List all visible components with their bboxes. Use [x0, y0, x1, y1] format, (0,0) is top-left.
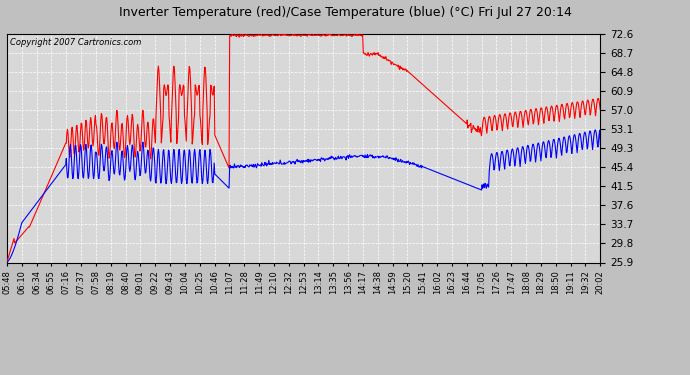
Text: Copyright 2007 Cartronics.com: Copyright 2007 Cartronics.com — [10, 38, 141, 47]
Text: Inverter Temperature (red)/Case Temperature (blue) (°C) Fri Jul 27 20:14: Inverter Temperature (red)/Case Temperat… — [119, 6, 571, 19]
